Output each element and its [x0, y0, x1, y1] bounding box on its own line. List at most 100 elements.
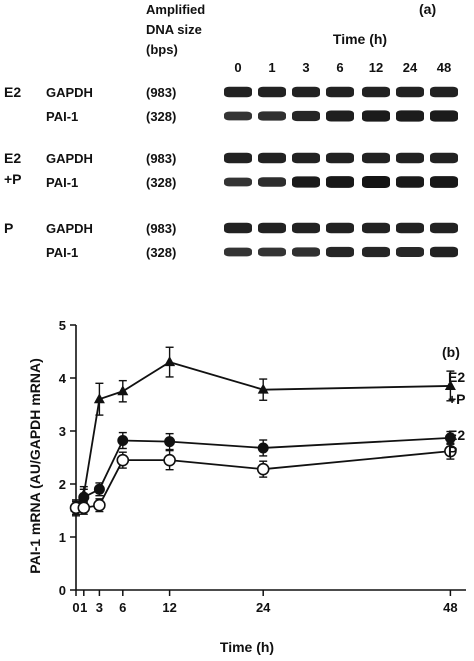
gel-band: [224, 111, 252, 121]
data-point: [164, 436, 176, 448]
gel-panel-label: (a): [419, 1, 436, 17]
gel-gene-label: PAI-1: [46, 245, 78, 260]
gel-group-name: E2: [4, 84, 21, 100]
gel-band: [258, 152, 286, 164]
x-tick-label: 0: [72, 600, 79, 615]
x-tick-label: 6: [119, 600, 126, 615]
gel-band: [396, 176, 424, 188]
gel-band: [326, 152, 354, 164]
gel-band: [430, 246, 458, 258]
data-point: [116, 453, 130, 467]
data-point: [117, 385, 129, 396]
series-label: P: [448, 443, 457, 459]
gel-band: [224, 177, 252, 187]
gel-lane-label: 1: [268, 60, 275, 75]
data-point: [444, 432, 456, 444]
series-label-line2: +P: [448, 391, 466, 407]
data-point: [78, 491, 90, 503]
gel-rows: E2 GAPDH (983) PAI-1 (328) E2 +P GAPDH (983) PAI-…: [4, 84, 458, 260]
gel-lane-label: 6: [336, 60, 343, 75]
gel-band: [292, 222, 320, 234]
y-tick-label: 3: [59, 424, 66, 439]
data-point: [77, 501, 91, 515]
gel-band: [258, 177, 286, 187]
x-ticks: 0 1 3 6 12 24 48: [72, 590, 458, 615]
gel-band: [362, 86, 390, 98]
gel-lane-labels: 0 1 3 6 12 24 48: [234, 60, 451, 75]
x-tick-label: 24: [256, 600, 271, 615]
gel-band: [362, 222, 390, 234]
y-tick-label: 2: [59, 477, 66, 492]
gel-band: [326, 176, 354, 188]
data-point: [257, 383, 269, 394]
gel-band: [430, 86, 458, 98]
gel-header-line3: (bps): [146, 42, 178, 57]
gel-band: [396, 110, 424, 122]
gel-band: [292, 152, 320, 164]
gel-group-name-line2: +P: [4, 171, 22, 187]
gel-band: [224, 222, 252, 234]
y-axis-label: PAI-1 mRNA (AU/GAPDH mRNA): [27, 358, 43, 573]
gel-band: [292, 247, 320, 257]
gel-group-name: P: [4, 220, 13, 236]
gel-band: [224, 152, 252, 164]
y-tick-label: 4: [59, 371, 67, 386]
gel-gene-label: GAPDH: [46, 85, 93, 100]
gel-lane-label: 12: [369, 60, 383, 75]
gel-band: [224, 247, 252, 257]
gel-band: [326, 222, 354, 234]
series-line: [76, 450, 451, 509]
x-axis-label: Time (h): [220, 639, 274, 655]
gel-band: [224, 86, 252, 98]
gel-lane-label: 24: [403, 60, 418, 75]
gel-size-label: (983): [146, 151, 176, 166]
chart-panel-label: (b): [442, 344, 460, 360]
gel-gene-label: PAI-1: [46, 175, 78, 190]
gel-band: [258, 111, 286, 121]
series-label: E2: [448, 369, 465, 385]
data-point: [93, 483, 105, 495]
gel-band: [430, 110, 458, 122]
series-0: [70, 346, 456, 517]
series-2: [69, 442, 457, 515]
gel-band: [430, 222, 458, 234]
gel-band: [362, 152, 390, 164]
gel-time-title: Time (h): [333, 31, 387, 47]
gel-band: [430, 176, 458, 188]
data-point: [444, 379, 456, 390]
gel-group-name: E2: [4, 150, 21, 166]
y-ticks: 0 1 2 3 4 5: [59, 318, 76, 598]
gel-band: [326, 110, 354, 122]
gel-size-label: (328): [146, 175, 176, 190]
gel-band: [292, 176, 320, 188]
data-point: [117, 435, 129, 447]
data-point: [163, 453, 176, 467]
gel-gene-label: PAI-1: [46, 109, 78, 124]
gel-band: [326, 86, 354, 98]
gel-header-line1: Amplified: [146, 2, 205, 17]
gel-header-line2: DNA size: [146, 22, 202, 37]
gel-band: [326, 246, 354, 258]
data-point: [256, 462, 270, 476]
y-tick-label: 0: [59, 583, 66, 598]
gel-band: [292, 110, 320, 122]
y-tick-label: 5: [59, 318, 66, 333]
x-tick-label: 3: [96, 600, 103, 615]
gel-band: [362, 110, 390, 122]
data-point: [93, 393, 105, 404]
gel-band: [396, 86, 424, 98]
gel-lane-label: 3: [302, 60, 309, 75]
gel-band: [258, 222, 286, 234]
gel-size-label: (983): [146, 221, 176, 236]
data-point: [164, 356, 176, 367]
gel-band: [362, 176, 390, 188]
data-point: [93, 498, 106, 512]
gel-lane-label: 0: [234, 60, 241, 75]
gel-gene-label: GAPDH: [46, 151, 93, 166]
gel-panel: (a) Amplified DNA size (bps) Time (h) 0 1…: [4, 1, 458, 260]
gel-size-label: (983): [146, 85, 176, 100]
gel-band: [396, 246, 424, 258]
